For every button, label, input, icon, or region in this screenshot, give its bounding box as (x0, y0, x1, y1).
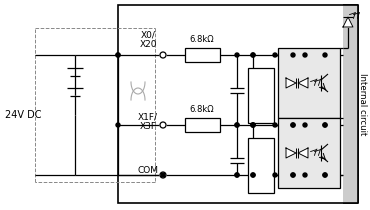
Circle shape (160, 172, 166, 178)
Bar (278, 48, 340, 118)
Circle shape (235, 53, 239, 57)
Circle shape (116, 53, 120, 57)
Circle shape (116, 53, 120, 57)
Circle shape (291, 123, 295, 127)
Circle shape (323, 123, 327, 127)
Bar (343, 5, 358, 203)
Circle shape (303, 123, 307, 127)
Polygon shape (298, 148, 308, 158)
Text: 820Ω: 820Ω (250, 91, 272, 100)
Bar (248, 138, 274, 193)
Circle shape (235, 123, 239, 127)
Polygon shape (343, 17, 353, 27)
Text: COM: COM (138, 166, 158, 175)
Circle shape (323, 173, 327, 177)
Polygon shape (286, 78, 296, 88)
Circle shape (303, 53, 307, 57)
Bar (185, 118, 220, 132)
Circle shape (251, 173, 255, 177)
Text: 6.8kΩ: 6.8kΩ (190, 105, 214, 114)
Bar (185, 48, 220, 62)
Text: 820Ω: 820Ω (250, 160, 272, 169)
Circle shape (116, 123, 120, 127)
Circle shape (251, 53, 255, 57)
Text: X0/
X20: X0/ X20 (139, 30, 157, 49)
Circle shape (251, 123, 255, 127)
Circle shape (161, 173, 165, 177)
Circle shape (160, 122, 166, 128)
Text: 6.8kΩ: 6.8kΩ (190, 35, 214, 44)
Bar (278, 118, 340, 188)
Text: 24V DC: 24V DC (5, 110, 41, 120)
Circle shape (291, 173, 295, 177)
Polygon shape (298, 78, 308, 88)
Bar (248, 68, 274, 123)
Circle shape (273, 53, 277, 57)
Circle shape (291, 123, 295, 127)
Circle shape (323, 173, 327, 177)
Circle shape (273, 173, 277, 177)
Circle shape (251, 123, 255, 127)
Circle shape (235, 123, 239, 127)
Bar (118, 5, 358, 203)
Circle shape (235, 173, 239, 177)
Text: X1F/
X3F: X1F/ X3F (138, 112, 158, 131)
Circle shape (291, 53, 295, 57)
Circle shape (251, 123, 255, 127)
Circle shape (323, 123, 327, 127)
Polygon shape (286, 148, 296, 158)
Circle shape (160, 52, 166, 58)
Circle shape (235, 173, 239, 177)
Circle shape (251, 53, 255, 57)
Circle shape (251, 173, 255, 177)
Circle shape (291, 173, 295, 177)
Circle shape (273, 123, 277, 127)
Circle shape (323, 53, 327, 57)
Circle shape (303, 173, 307, 177)
Text: Internal circuit: Internal circuit (357, 73, 367, 135)
